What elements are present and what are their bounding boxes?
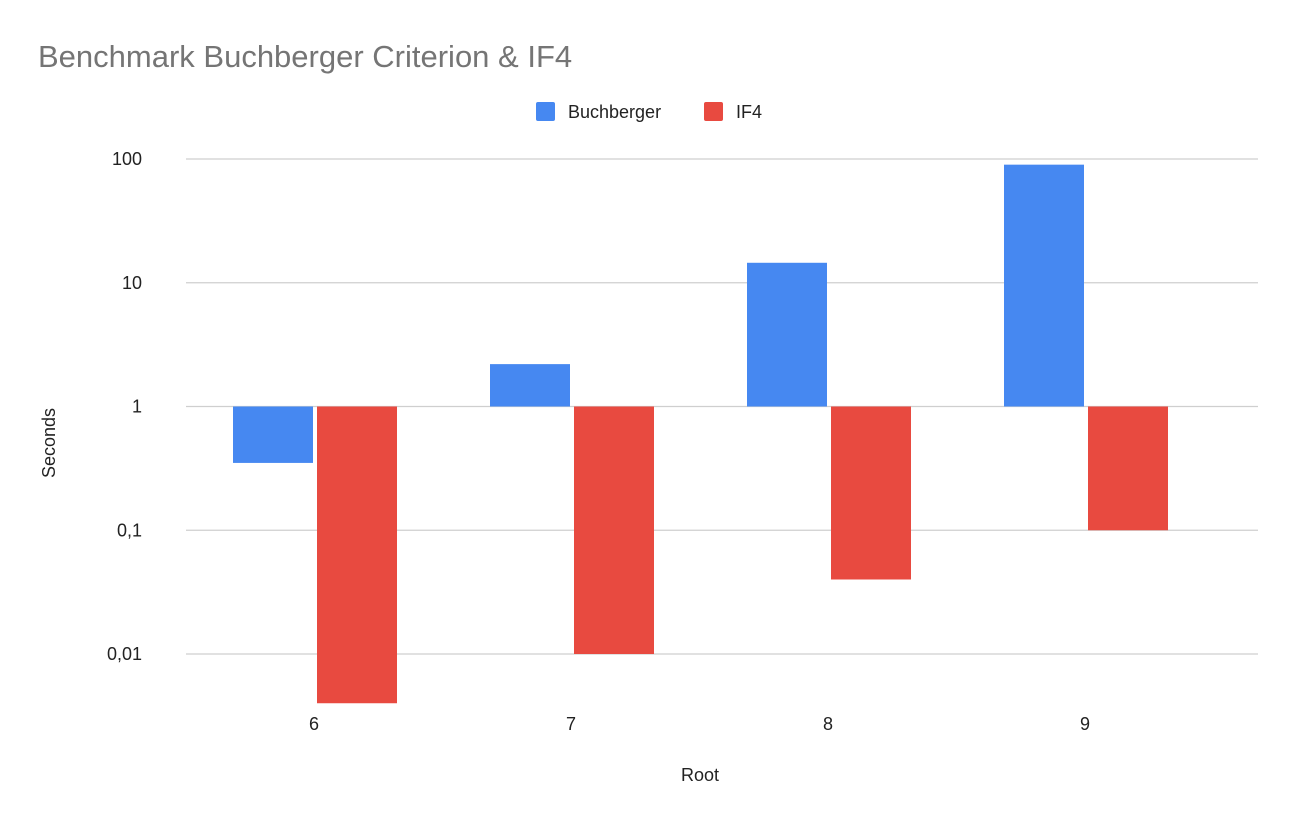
y-axis-ticks: 100 10 1 0,1 0,01 bbox=[107, 149, 142, 664]
x-tick-label: 6 bbox=[309, 714, 319, 734]
x-tick-label: 9 bbox=[1080, 714, 1090, 734]
x-axis-title: Root bbox=[681, 765, 719, 785]
legend-item-if4[interactable]: IF4 bbox=[704, 102, 762, 122]
y-tick-label: 100 bbox=[112, 149, 142, 169]
chart-title: Benchmark Buchberger Criterion & IF4 bbox=[38, 39, 572, 74]
bars bbox=[233, 164, 1168, 704]
bar-buchberger-9[interactable] bbox=[1004, 164, 1084, 407]
y-tick-label: 1 bbox=[132, 397, 142, 417]
x-tick-label: 7 bbox=[566, 714, 576, 734]
legend-swatch-buchberger bbox=[536, 102, 555, 121]
bar-buchberger-6[interactable] bbox=[233, 406, 313, 463]
legend-swatch-if4 bbox=[704, 102, 723, 121]
y-tick-label: 0,01 bbox=[107, 644, 142, 664]
y-tick-label: 10 bbox=[122, 273, 142, 293]
bar-buchberger-7[interactable] bbox=[490, 364, 570, 407]
y-axis-title: Seconds bbox=[39, 408, 59, 478]
bar-buchberger-8[interactable] bbox=[747, 262, 827, 407]
bar-if4-7[interactable] bbox=[574, 406, 654, 655]
x-axis-ticks: 6 7 8 9 bbox=[309, 714, 1090, 734]
bar-if4-9[interactable] bbox=[1088, 406, 1168, 531]
bar-if4-6[interactable] bbox=[317, 406, 397, 704]
legend: Buchberger IF4 bbox=[536, 102, 762, 122]
legend-label-if4: IF4 bbox=[736, 102, 762, 122]
x-tick-label: 8 bbox=[823, 714, 833, 734]
legend-item-buchberger[interactable]: Buchberger bbox=[536, 102, 661, 122]
bar-if4-8[interactable] bbox=[831, 406, 911, 580]
legend-label-buchberger: Buchberger bbox=[568, 102, 661, 122]
y-tick-label: 0,1 bbox=[117, 520, 142, 540]
